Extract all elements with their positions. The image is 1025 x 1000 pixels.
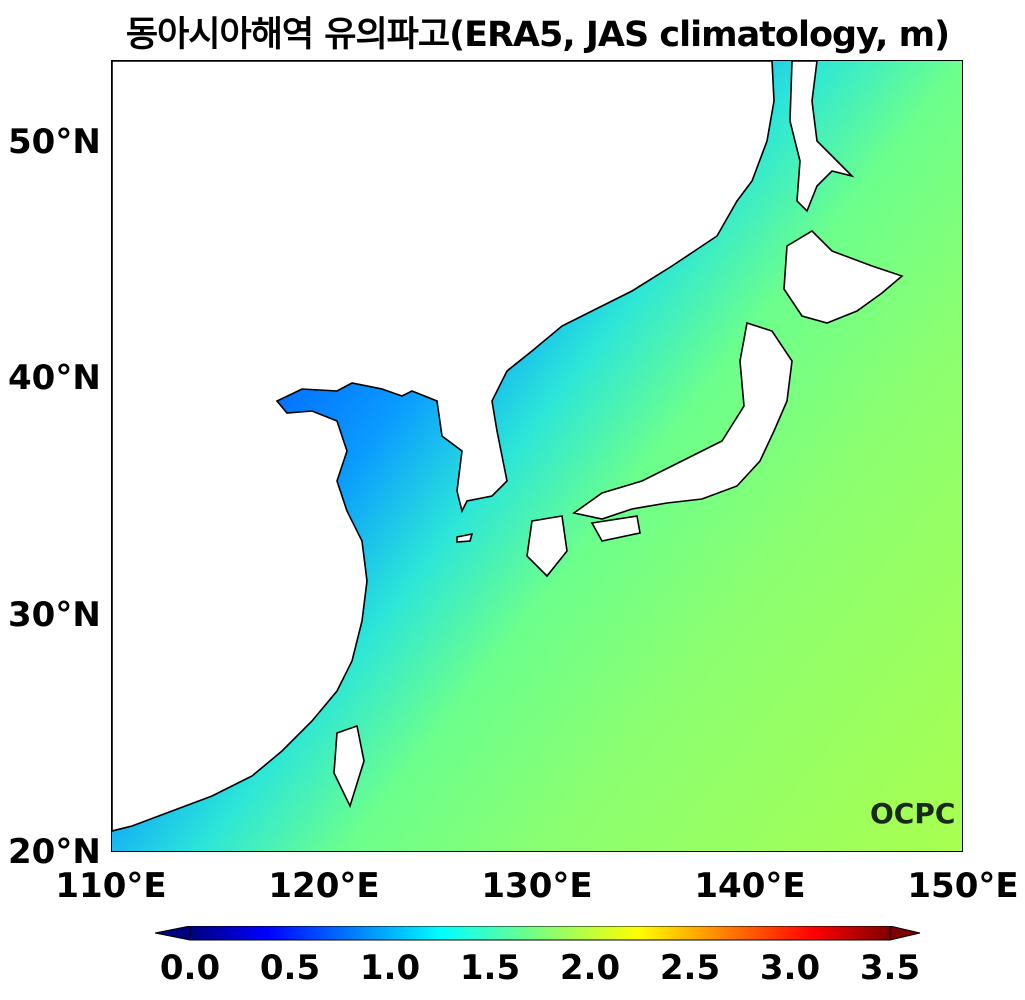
lon-tick-label: 150°E [907,866,1019,906]
shikoku-island [590,515,641,542]
colorbar-tick-label: 2.0 [559,948,621,988]
lat-tick-label: 30°N [8,595,101,635]
lon-tick-label: 130°E [481,866,593,906]
lat-tick-label: 50°N [8,122,101,162]
colorbar-extend-max [889,926,921,941]
honshu-island [572,321,793,520]
taiwan-island [333,724,365,809]
mainland-asia [112,61,775,832]
colorbar-tick-label: 3.5 [859,948,921,988]
colorbar-tick-label: 1.5 [459,948,521,988]
lon-tick-label: 140°E [694,866,806,906]
map-title: 동아시아해역 유의파고(ERA5, JAS climatology, m) [125,15,950,55]
kyushu-island [526,515,568,578]
colorbar-tick-label: 0.5 [259,948,321,988]
colorbar [155,926,921,941]
colorbar-extend-min [155,926,191,941]
colorbar-tick-label: 3.0 [759,948,821,988]
colorbar-tick-label: 2.5 [659,948,721,988]
lat-tick-label: 20°N [8,832,101,872]
colorbar-body [189,926,891,941]
lon-tick-label: 110°E [55,866,167,906]
colorbar-tick-label: 1.0 [359,948,421,988]
ocpc-logo: OCPC [870,797,956,830]
colorbar-tick-label: 0.0 [159,948,221,988]
sakhalin-island [789,61,855,213]
hokkaido-island [783,229,904,324]
lon-tick-label: 120°E [268,866,380,906]
lat-tick-label: 40°N [8,358,101,398]
jeju-island [456,532,474,543]
wave-height-map: OCPC [111,60,963,852]
land-layer [112,61,904,832]
